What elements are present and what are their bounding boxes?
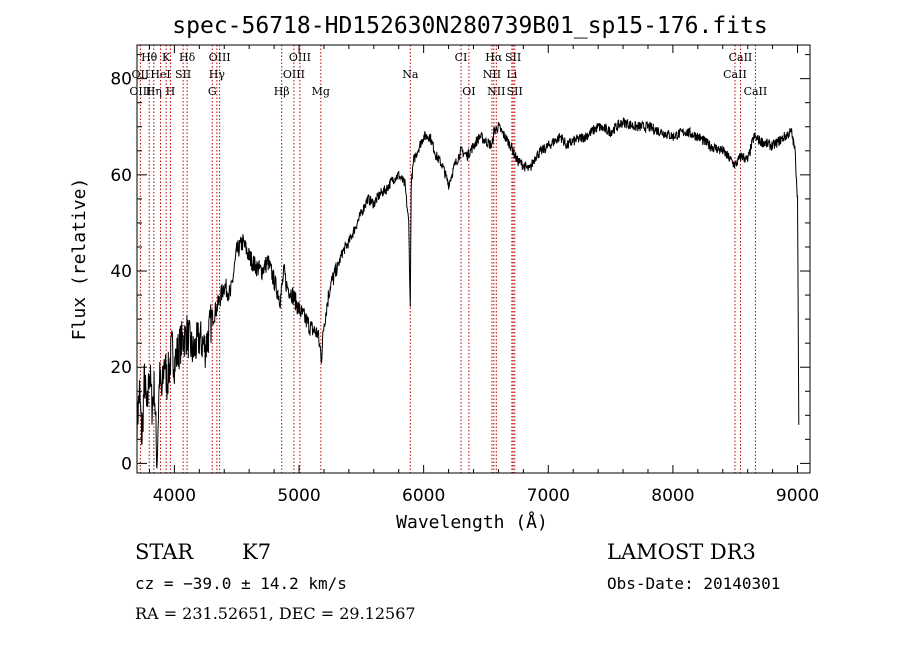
- line-label-7: SII: [505, 51, 521, 64]
- line-label-0: Hθ: [141, 51, 158, 64]
- line-label-21: G: [208, 85, 217, 98]
- line-label-16: Li: [506, 68, 517, 81]
- y-axis-label: Flux (relative): [69, 178, 90, 341]
- line-label-12: Hγ: [209, 68, 226, 81]
- line-label-17: CaII: [723, 68, 747, 81]
- line-label-5: CI: [455, 51, 468, 64]
- y-tick-label-1: 20: [110, 358, 132, 378]
- line-label-3: OIII: [209, 51, 231, 64]
- line-label-10: HeI: [150, 68, 170, 81]
- line-label-24: OI: [462, 85, 475, 98]
- sky-coordinates: RA = 231.52651, DEC = 29.12567: [135, 604, 416, 623]
- object-subclass: K7: [242, 540, 271, 564]
- plot-frame: [136, 44, 811, 474]
- line-label-18: OIII: [129, 85, 151, 98]
- x-axis-ticks: 4000 5000 6000 7000 8000 9000: [148, 45, 819, 506]
- y-tick-label-4: 80: [110, 70, 132, 90]
- spectral-line-markers: [139, 45, 756, 473]
- x-tick-label-2: 6000: [402, 486, 445, 506]
- line-label-11: SII: [175, 68, 191, 81]
- x-tick-label-4: 8000: [651, 486, 694, 506]
- x-axis-label: Wavelength (Å): [396, 511, 548, 533]
- line-label-14: Na: [402, 68, 419, 81]
- redshift-velocity: cz = −39.0 ± 14.2 km/s: [135, 574, 347, 593]
- line-label-15: NII: [483, 68, 501, 81]
- line-label-25: NII: [487, 85, 505, 98]
- line-label-13: OIII: [283, 68, 305, 81]
- x-tick-label-1: 5000: [277, 486, 320, 506]
- line-label-27: CaII: [744, 85, 768, 98]
- line-label-22: Hβ: [274, 85, 290, 98]
- x-tick-label-3: 7000: [527, 486, 570, 506]
- y-axis-ticks: 0 20 40 60 80: [110, 54, 810, 474]
- y-tick-label-2: 40: [110, 262, 132, 282]
- line-label-23: Mg: [312, 85, 330, 98]
- observation-date: Obs-Date: 20140301: [607, 574, 780, 593]
- line-label-20: H: [166, 85, 176, 98]
- line-label-8: CaII: [729, 51, 753, 64]
- line-label-6: Hα: [485, 51, 503, 64]
- line-label-1: K: [162, 51, 171, 64]
- object-class: STAR: [135, 540, 194, 564]
- x-tick-label-5: 9000: [776, 486, 819, 506]
- x-tick-label-0: 4000: [153, 486, 196, 506]
- spectrum-line: [136, 117, 800, 470]
- line-label-26: SII: [507, 85, 523, 98]
- line-label-2: Hδ: [179, 51, 196, 64]
- line-label-19: Hη: [146, 85, 162, 98]
- survey-name: LAMOST DR3: [607, 540, 756, 564]
- y-tick-label-0: 0: [121, 454, 132, 474]
- chart-title: spec-56718-HD152630N280739B01_sp15-176.f…: [172, 13, 767, 39]
- y-tick-label-3: 60: [110, 166, 132, 186]
- line-label-9: OII: [132, 68, 150, 81]
- line-label-4: OIII: [289, 51, 311, 64]
